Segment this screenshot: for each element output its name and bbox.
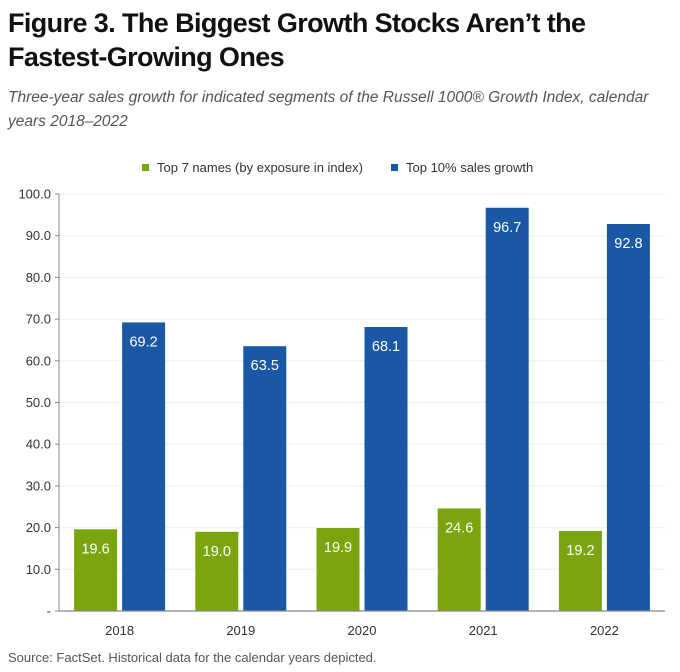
source-note: Source: FactSet. Historical data for the… (8, 650, 377, 665)
data-label: 19.2 (566, 543, 594, 559)
bar-top10pct-2018 (122, 322, 166, 611)
bar-top10pct-2020 (364, 327, 408, 611)
y-tick-label: 30.0 (26, 478, 51, 493)
x-axis: 2018 2019 2020 2021 2022 (59, 610, 665, 638)
y-tick-label: 90.0 (26, 228, 51, 243)
data-label: 68.1 (372, 339, 400, 355)
bar-top7-2022 (558, 530, 602, 611)
data-label: 63.5 (251, 358, 279, 374)
y-tick-label: 60.0 (26, 353, 51, 368)
bar-top7-2019 (195, 531, 239, 611)
y-tick-label: 20.0 (26, 520, 51, 535)
x-tick-label: 2021 (469, 623, 498, 638)
data-label: 69.2 (129, 334, 157, 350)
y-tick-label: 50.0 (26, 395, 51, 410)
data-label: 96.7 (493, 220, 521, 236)
legend-swatch (391, 164, 398, 171)
bars: 19.6 69.2 19.0 63.5 19.9 68.1 24.6 96.7 19.2 92.8 (74, 207, 650, 612)
bar-top10pct-2019 (243, 346, 287, 611)
x-tick-label: 2019 (226, 623, 255, 638)
y-tick-label: 100.0 (18, 187, 51, 202)
y-tick-label: 40.0 (26, 437, 51, 452)
data-label: 19.6 (81, 541, 109, 557)
data-label: 19.9 (324, 540, 352, 556)
bar-top7-2021 (437, 508, 481, 611)
legend-label: Top 7 names (by exposure in index) (157, 160, 363, 175)
x-tick-label: 2020 (348, 623, 377, 638)
y-tick-label: - (47, 604, 51, 619)
legend-label: Top 10% sales growth (406, 160, 533, 175)
data-label: 19.0 (203, 544, 231, 560)
x-tick-label: 2018 (105, 623, 134, 638)
y-axis: - 10.0 20.0 30.0 40.0 50.0 60.0 70.0 80.0 90.0 100… (18, 187, 60, 619)
bar-top7-2020 (316, 528, 360, 611)
figure-title: Figure 3. The Biggest Growth Stocks Aren… (8, 8, 586, 72)
legend-swatch (142, 164, 149, 171)
y-tick-label: 80.0 (26, 270, 51, 285)
bar-top10pct-2021 (485, 207, 529, 612)
figure-subtitle: Three-year sales growth for indicated se… (8, 89, 649, 130)
bar-top7-2018 (74, 529, 118, 611)
legend: Top 7 names (by exposure in index) Top 10… (142, 160, 533, 175)
x-tick-label: 2022 (590, 623, 619, 638)
y-tick-label: 10.0 (26, 562, 51, 577)
y-tick-label: 70.0 (26, 312, 51, 327)
data-label: 92.8 (614, 236, 642, 252)
data-label: 24.6 (445, 520, 473, 536)
bar-top10pct-2022 (606, 224, 650, 612)
